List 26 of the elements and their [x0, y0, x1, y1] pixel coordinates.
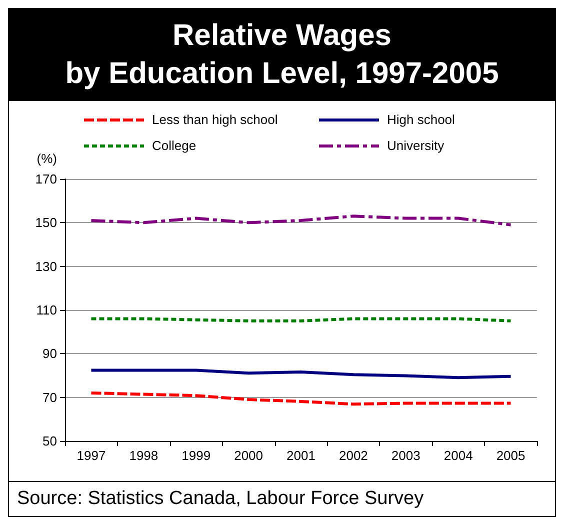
line-series [90, 214, 512, 226]
legend-label: University [387, 138, 445, 153]
x-tick-label: 2000 [234, 448, 264, 463]
y-tick-label: 110 [36, 302, 57, 318]
y-tick-label: 170 [35, 172, 57, 186]
x-tick-label: 2003 [391, 448, 420, 463]
legend-label: Less than high school [152, 112, 278, 127]
y-tick-label: 70 [42, 390, 57, 405]
x-tick-label: 2002 [338, 448, 368, 463]
x-tick-label: 2001 [286, 448, 316, 463]
x-tick-label: 1999 [182, 448, 211, 463]
x-tick-label: 1998 [129, 448, 158, 463]
y-tick-label: 90 [42, 346, 57, 362]
x-tick-label: 1997 [76, 448, 106, 463]
chart-title: Relative Wages by Education Level, 1997-2005 [64, 18, 500, 92]
x-tick-label: 2004 [444, 448, 473, 463]
y-tick-label: 50 [42, 434, 57, 448]
legend-label: High school [387, 112, 456, 127]
line-series [90, 391, 512, 406]
y-tick-label: 130 [35, 258, 57, 274]
line-series [90, 368, 512, 380]
y-axis-title: (%) [36, 151, 57, 166]
x-tick-label: 2005 [496, 448, 526, 463]
y-tick-label: 150 [35, 215, 57, 230]
legend-label: College [152, 138, 196, 153]
source-note: Source: Statistics Canada, Labour Force Survey [9, 481, 555, 516]
